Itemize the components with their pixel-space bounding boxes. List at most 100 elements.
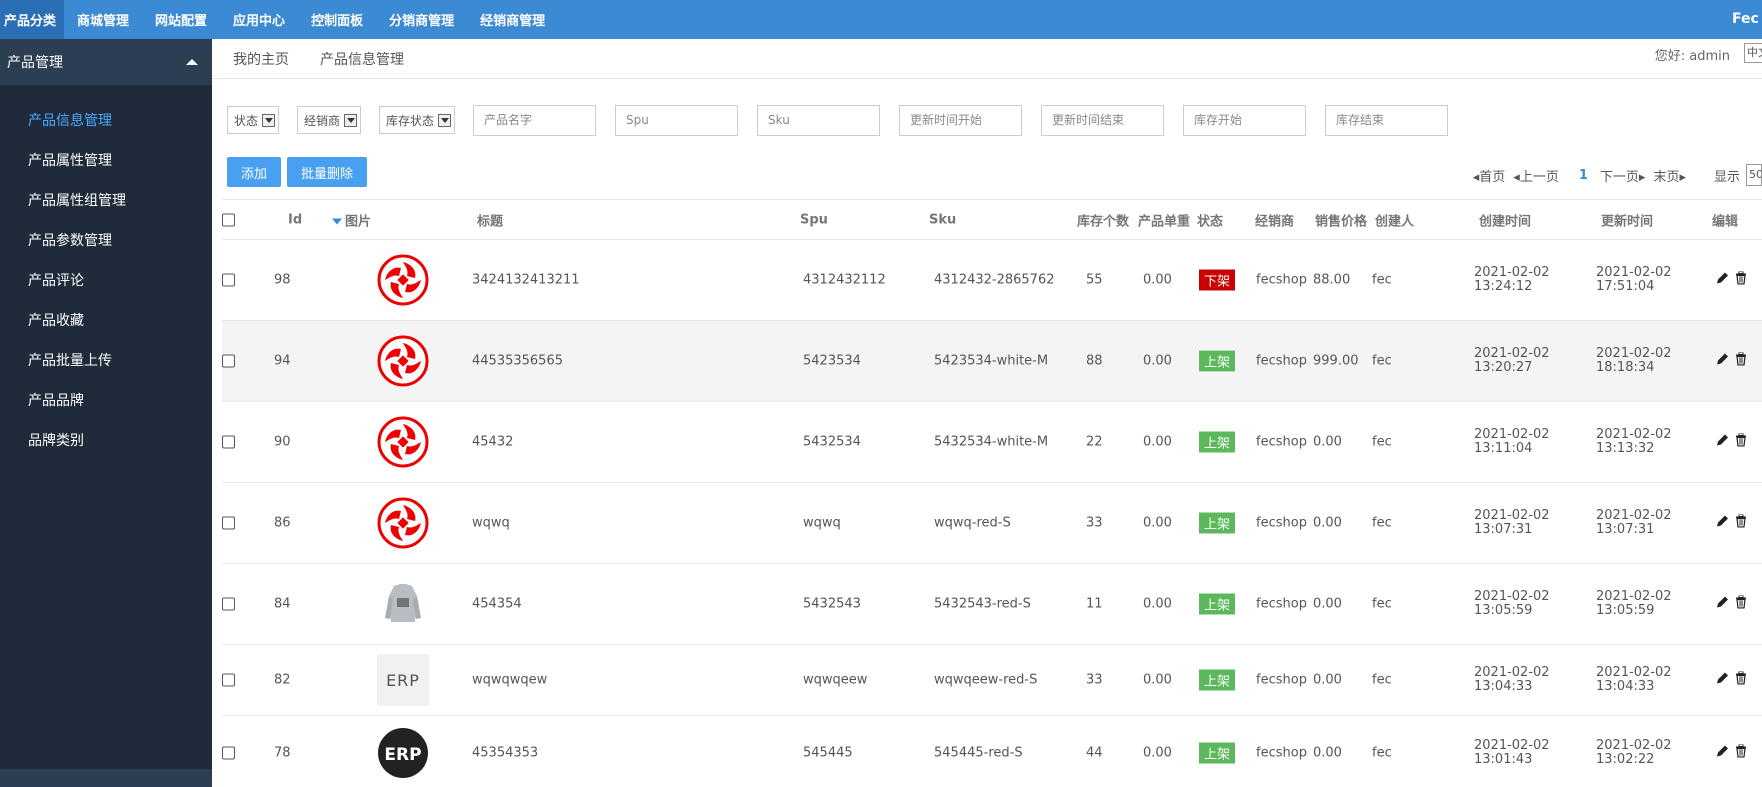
row-checkbox[interactable] [222,673,235,687]
table-row: 98 3424132413211 4312432112 4312432-2865762… [222,240,1762,321]
row-checkbox[interactable] [222,273,235,287]
delete-trash-icon[interactable] [1735,433,1747,451]
nav-app-center[interactable]: 应用中心 [233,14,286,29]
product-thumbnail[interactable]: ERP [377,727,429,779]
select-all-checkbox[interactable] [222,213,235,226]
table-row: 86 wqwq wqwq wqwq-red-S 33 0.00 上架 fecshop 0.00 f… [222,483,1762,564]
update-time-start-input[interactable] [899,104,1023,136]
stock-end-input[interactable] [1325,104,1449,136]
language-select[interactable]: 中文 [1744,43,1762,63]
status-badge: 上架 [1198,592,1237,616]
nav-site-config[interactable]: 网站配置 [155,14,208,29]
row-quantity: 11 [1086,596,1103,612]
prev-page-link[interactable]: ◂上一页 [1513,169,1559,185]
delete-trash-icon[interactable] [1735,595,1747,613]
row-checkbox[interactable] [222,435,235,449]
edit-pencil-icon[interactable] [1716,434,1729,451]
product-thumbnail[interactable] [377,254,429,306]
row-title: wqwqwqew [472,672,548,688]
row-checkbox[interactable] [222,516,235,530]
sidebar-item-batch-upload[interactable]: 产品批量上传 [28,353,112,369]
row-updated-time: 2021-02-02 13:05:59 [1596,590,1686,618]
sidebar-item-product-reviews[interactable]: 产品评论 [28,273,84,289]
stock-start-input[interactable] [1183,104,1307,136]
col-spu[interactable]: Spu [800,212,828,227]
created-clock: 13:20:27 [1474,360,1533,375]
updated-date: 2021-02-02 [1596,265,1672,280]
edit-pencil-icon[interactable] [1716,353,1729,370]
sidebar-item-product-favorites[interactable]: 产品收藏 [28,313,84,329]
collapse-caret-icon[interactable] [186,59,198,65]
updated-date: 2021-02-02 [1596,665,1672,680]
delete-trash-icon[interactable] [1735,271,1747,289]
row-checkbox[interactable] [222,746,235,760]
delete-trash-icon[interactable] [1735,352,1747,370]
next-page-link[interactable]: 下一页▸ [1599,169,1646,185]
last-page-link[interactable]: 末页▸ [1653,169,1686,185]
erp-logo-text: ERP [386,671,420,690]
sidebar-header[interactable]: 产品管理 [0,39,212,85]
nav-distributor-management[interactable]: 分销商管理 [389,14,455,29]
col-created-time[interactable]: 创建时间 [1479,214,1532,229]
col-dealer[interactable]: 经销商 [1255,214,1295,229]
spu-input[interactable] [615,104,739,136]
edit-pencil-icon[interactable] [1716,272,1729,289]
row-checkbox[interactable] [222,354,235,368]
sidebar-item-product-attributes[interactable]: 产品属性管理 [28,153,112,169]
sku-input[interactable] [757,104,881,136]
row-dealer: fecshop [1256,272,1307,288]
row-checkbox[interactable] [222,597,235,611]
sidebar-item-attribute-groups[interactable]: 产品属性组管理 [28,193,126,209]
nav-mall-management[interactable]: 商城管理 [77,14,130,29]
col-status[interactable]: 状态 [1197,214,1224,229]
status-filter-label: 状态 [234,113,259,128]
delete-trash-icon[interactable] [1735,671,1747,689]
status-filter-select[interactable]: 状态 [227,106,280,134]
col-title[interactable]: 标题 [477,214,504,229]
page-size-select[interactable]: 50 [1746,164,1762,186]
sidebar-item-product-info[interactable]: 产品信息管理 [28,113,112,129]
col-quantity[interactable]: 库存个数 [1077,214,1130,229]
current-page[interactable]: 1 [1578,167,1588,183]
col-weight[interactable]: 产品单重 [1138,214,1191,229]
edit-pencil-icon[interactable] [1716,515,1729,532]
batch-delete-button[interactable]: 批量删除 [287,157,368,187]
add-button[interactable]: 添加 [227,157,282,187]
col-id[interactable]: Id [288,212,303,227]
col-sku[interactable]: Sku [929,212,957,227]
delete-trash-icon[interactable] [1735,514,1747,532]
nav-control-panel[interactable]: 控制面板 [311,14,364,29]
top-navbar: 产品分类 商城管理 网站配置 应用中心 控制面板 分销商管理 经销商管理 Fec [0,0,1762,39]
edit-pencil-icon[interactable] [1716,672,1729,689]
row-weight: 0.00 [1143,353,1172,369]
product-thumbnail[interactable] [377,578,429,630]
edit-pencil-icon[interactable] [1716,596,1729,613]
update-time-end-input[interactable] [1041,104,1165,136]
table-row: 78 ERP 45354353 545445 545445-red-S 44 0.00 上架 f… [222,716,1762,787]
stock-status-filter-select[interactable]: 库存状态 [379,106,456,134]
nav-product-category[interactable]: 产品分类 [0,0,65,39]
dealer-filter-select[interactable]: 经销商 [297,106,362,134]
row-id: 98 [274,272,291,288]
row-sku: 5432534-white-M [934,434,1049,450]
first-page-link[interactable]: ◂首页 [1472,169,1506,185]
col-creator[interactable]: 创建人 [1375,214,1415,229]
sidebar-item-brand-categories[interactable]: 品牌类别 [28,433,84,449]
table-row: 94 44535356565 5423534 5423534-white-M 88 0.0… [222,321,1762,402]
tab-home[interactable]: 我的主页 [233,51,289,68]
edit-pencil-icon[interactable] [1716,745,1729,762]
tab-product-info[interactable]: 产品信息管理 [320,51,404,68]
product-thumbnail[interactable] [377,416,429,468]
sidebar-item-product-params[interactable]: 产品参数管理 [28,233,112,249]
product-name-input[interactable] [473,104,597,136]
row-updated-time: 2021-02-02 18:18:34 [1596,347,1686,375]
product-thumbnail[interactable]: ERP [377,654,429,706]
delete-trash-icon[interactable] [1735,744,1747,762]
col-image[interactable]: 图片 [332,210,371,229]
product-thumbnail[interactable] [377,335,429,387]
col-price[interactable]: 销售价格 [1315,214,1368,229]
nav-dealer-management[interactable]: 经销商管理 [480,14,546,29]
col-updated-time[interactable]: 更新时间 [1601,214,1654,229]
product-thumbnail[interactable] [377,497,429,549]
sidebar-item-product-brands[interactable]: 产品品牌 [28,393,84,409]
